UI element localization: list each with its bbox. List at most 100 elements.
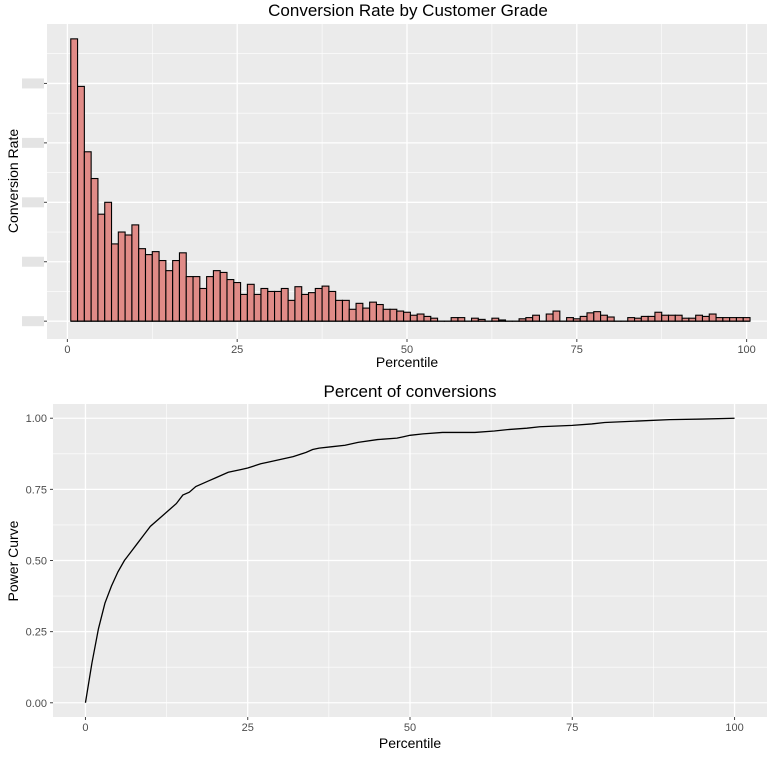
histogram-bar	[342, 300, 349, 321]
histogram-bar	[309, 293, 316, 322]
histogram-bar	[709, 314, 716, 321]
histogram-bar	[295, 287, 302, 321]
x-tick-labels: 0 25 50 75 100	[82, 717, 743, 734]
histogram-bar	[404, 312, 411, 321]
histogram-bar	[675, 315, 682, 321]
histogram-bar	[207, 277, 214, 322]
histogram-bar	[288, 300, 295, 321]
histogram-bar	[159, 261, 166, 322]
x-axis-label: Percentile	[376, 354, 438, 370]
x-tick-label: 25	[242, 722, 254, 734]
y-tick-label: 0.75	[26, 484, 47, 496]
histogram-bar	[553, 311, 560, 321]
x-tick-label: 50	[404, 722, 416, 734]
x-tick-label: 75	[566, 722, 578, 734]
histogram-bar	[71, 39, 78, 321]
histogram-bar	[607, 317, 614, 321]
histogram-bar	[166, 271, 173, 322]
histogram-bar	[220, 272, 227, 321]
histogram-bar	[322, 286, 329, 321]
histogram-bar	[132, 225, 139, 321]
histogram-bar	[533, 315, 540, 321]
obscured-tick-label	[22, 257, 44, 267]
y-tick-label: 0.25	[26, 627, 47, 639]
histogram-bar	[91, 179, 98, 322]
histogram-bar	[594, 312, 601, 322]
obscured-tick-label	[22, 197, 44, 207]
histogram-bar	[641, 316, 648, 321]
histogram-bar	[118, 232, 125, 321]
x-tick-label: 75	[571, 344, 583, 356]
histogram-bar	[648, 316, 655, 321]
histogram-bar	[261, 288, 268, 321]
histogram-bar	[546, 314, 553, 321]
histogram-bar	[587, 313, 594, 321]
obscured-tick-label	[22, 138, 44, 148]
histogram-bar	[376, 305, 383, 322]
histogram-bar	[139, 249, 146, 322]
histogram-bar	[315, 288, 322, 321]
histogram-bar	[173, 261, 180, 322]
histogram-bar	[98, 214, 105, 321]
histogram-bar	[112, 244, 119, 321]
y-tick-label: 0.00	[26, 698, 47, 710]
histogram-bar	[397, 311, 404, 321]
histogram-bar	[241, 294, 248, 321]
x-tick-label: 100	[737, 344, 755, 356]
y-tick-label: 0.50	[26, 556, 47, 568]
histogram-bar	[417, 314, 424, 321]
histogram-bar	[696, 315, 703, 321]
histogram-bar	[78, 86, 85, 321]
histogram-bar	[356, 303, 363, 321]
histogram-bar	[580, 316, 587, 321]
histogram-bar	[336, 300, 343, 321]
histogram-bar	[200, 288, 207, 321]
histogram-bar	[655, 312, 662, 321]
histogram-bar	[213, 271, 220, 322]
obscured-tick-label	[22, 78, 44, 88]
histogram-bar	[275, 291, 282, 321]
histogram-bar	[179, 253, 186, 321]
x-tick-label: 0	[82, 722, 88, 734]
x-tick-label: 0	[64, 344, 70, 356]
y-tick-labels: 0.00 0.25 0.50 0.75 1.00	[26, 413, 53, 710]
histogram-bar	[363, 308, 370, 321]
y-axis-label: Conversion Rate	[5, 129, 21, 233]
histogram-bar	[329, 291, 336, 321]
histogram-bar	[105, 202, 112, 321]
histogram-bar	[424, 316, 431, 321]
histogram-bar	[227, 280, 234, 322]
histogram-bar	[145, 255, 152, 322]
chart-title: Conversion Rate by Customer Grade	[268, 1, 548, 20]
histogram-bar	[410, 315, 417, 321]
histogram-bar	[669, 315, 676, 321]
y-tick-marks	[22, 78, 47, 326]
y-tick-label: 1.00	[26, 413, 47, 425]
histogram-bar	[84, 152, 91, 321]
histogram-bar	[349, 309, 356, 321]
histogram-bar	[254, 294, 261, 321]
histogram-bar	[390, 309, 397, 321]
x-axis-label: Percentile	[379, 735, 441, 751]
histogram-bar	[702, 316, 709, 321]
histogram-bar	[268, 291, 275, 321]
chart-title: Percent of conversions	[324, 382, 497, 401]
histogram-bar	[302, 294, 309, 321]
histogram-bar	[281, 288, 288, 321]
x-tick-label: 25	[231, 344, 243, 356]
histogram-bar	[247, 284, 254, 321]
y-axis-label: Power Curve	[5, 520, 21, 601]
histogram-bar	[152, 252, 159, 322]
histogram-bar	[383, 309, 390, 321]
histogram-bar	[601, 315, 608, 321]
x-tick-label: 100	[725, 722, 743, 734]
obscured-tick-label	[22, 316, 44, 326]
histogram-bar	[370, 302, 377, 321]
histogram-bar	[193, 277, 200, 322]
histogram-bar	[186, 277, 193, 322]
histogram-bar	[234, 283, 241, 322]
